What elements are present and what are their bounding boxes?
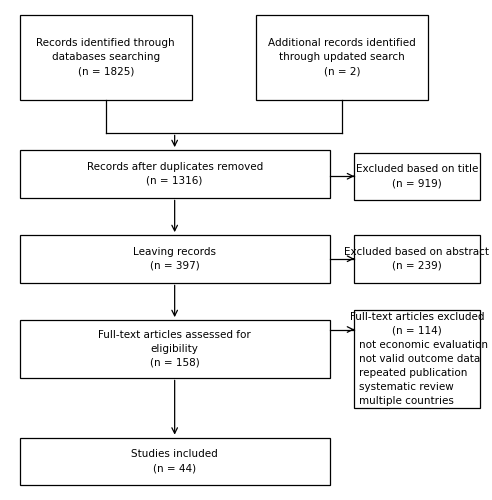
Text: systematic review: systematic review	[359, 382, 454, 392]
Text: (n = 1316): (n = 1316)	[147, 176, 203, 186]
Text: multiple countries: multiple countries	[359, 396, 454, 406]
Text: Records identified through: Records identified through	[36, 38, 175, 48]
Text: (n = 397): (n = 397)	[150, 261, 200, 271]
FancyBboxPatch shape	[20, 15, 192, 100]
Text: (n = 2): (n = 2)	[324, 66, 360, 76]
Text: Full-text articles excluded: Full-text articles excluded	[350, 312, 484, 322]
FancyBboxPatch shape	[20, 438, 330, 485]
Text: Leaving records: Leaving records	[133, 246, 216, 257]
Text: (n = 114): (n = 114)	[392, 326, 442, 336]
Text: (n = 919): (n = 919)	[392, 178, 442, 188]
Text: databases searching: databases searching	[52, 52, 160, 62]
Text: eligibility: eligibility	[151, 344, 199, 354]
FancyBboxPatch shape	[20, 320, 330, 378]
Text: Full-text articles assessed for: Full-text articles assessed for	[98, 330, 251, 340]
Text: (n = 44): (n = 44)	[153, 463, 196, 473]
Text: repeated publication: repeated publication	[359, 368, 467, 378]
Text: (n = 158): (n = 158)	[150, 358, 200, 368]
Text: not valid outcome data: not valid outcome data	[359, 354, 480, 364]
Text: Excluded based on abstract: Excluded based on abstract	[344, 246, 490, 257]
Text: through updated search: through updated search	[279, 52, 405, 62]
Text: Records after duplicates removed: Records after duplicates removed	[87, 162, 263, 172]
FancyBboxPatch shape	[256, 15, 428, 100]
Text: Additional records identified: Additional records identified	[268, 38, 416, 48]
Text: Excluded based on title: Excluded based on title	[356, 164, 478, 174]
Text: not economic evaluation: not economic evaluation	[359, 340, 488, 350]
FancyBboxPatch shape	[20, 235, 330, 282]
FancyBboxPatch shape	[354, 235, 480, 282]
FancyBboxPatch shape	[20, 150, 330, 198]
Text: Studies included: Studies included	[131, 449, 218, 459]
FancyBboxPatch shape	[354, 152, 480, 200]
Text: (n = 239): (n = 239)	[392, 261, 442, 271]
FancyBboxPatch shape	[354, 310, 480, 408]
Text: (n = 1825): (n = 1825)	[78, 66, 134, 76]
